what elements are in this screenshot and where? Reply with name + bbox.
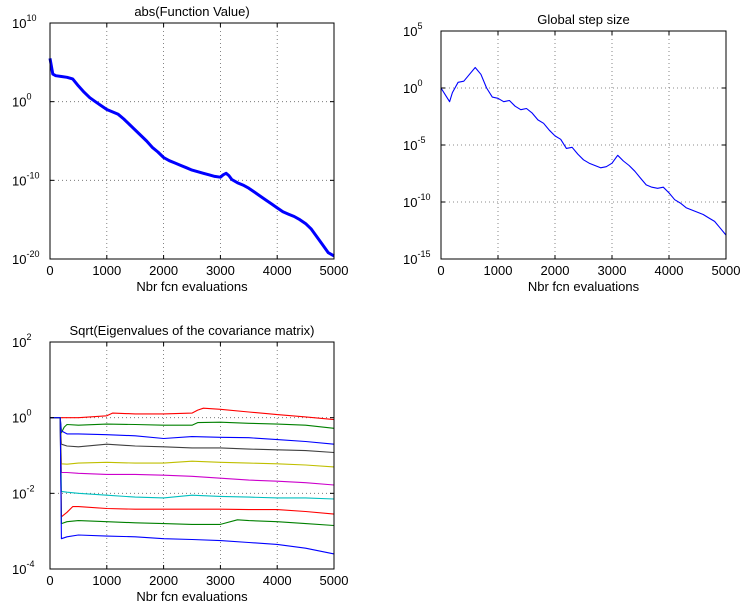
series-line-2 (50, 417, 335, 434)
x-axis-label: Nbr fcn evaluations (136, 589, 248, 604)
series-line-6 (50, 417, 335, 486)
plot-frame (49, 22, 335, 260)
series-lines (48, 58, 335, 258)
chart-title: abs(Function Value) (134, 4, 249, 19)
y-tick-label: 105 (403, 21, 422, 39)
plot-frame (440, 30, 727, 260)
y-tick-label: 10-5 (403, 135, 425, 153)
y-tick-label: 100 (12, 408, 31, 426)
x-tick-label: 1000 (92, 573, 121, 588)
y-tick-label: 10-4 (12, 559, 34, 577)
x-tick-label: 0 (46, 263, 53, 278)
x-tick-label: 4000 (263, 263, 292, 278)
series-line-9 (50, 417, 335, 527)
x-tick-label: 3000 (206, 573, 235, 588)
series-line-10 (50, 417, 335, 555)
x-tick-label: 5000 (320, 573, 349, 588)
x-tick-label: 3000 (598, 263, 627, 278)
y-tick-label: 10-2 (12, 483, 34, 501)
series-line-7 (50, 417, 335, 500)
y-tick-label: 102 (12, 332, 31, 350)
series-line-1 (50, 407, 335, 421)
chart-panel-1: 0 1000 2000 3000 4000 5000 10-20 10-10 100 1010 ab… (12, 4, 348, 294)
series-line-1 (440, 66, 727, 236)
x-tick-label: 4000 (263, 573, 292, 588)
x-tick-label: 2000 (149, 263, 178, 278)
chart-panel-3: 0 1000 2000 3000 4000 5000 10-4 10-2 100 102 Sqrt(… (12, 323, 348, 604)
x-tick-label: 1000 (92, 263, 121, 278)
chart-title: Sqrt(Eigenvalues of the covariance matri… (70, 323, 315, 338)
series-lines (440, 66, 727, 236)
x-tick-label: 5000 (712, 263, 741, 278)
series-line-8 (50, 417, 335, 518)
y-tick-label: 10-10 (403, 192, 430, 210)
series-line-1 (48, 58, 335, 258)
x-tick-label: 0 (437, 263, 444, 278)
x-axis-label: Nbr fcn evaluations (528, 279, 640, 294)
y-tick-label: 1010 (12, 13, 36, 31)
series-line-5 (50, 417, 335, 468)
x-tick-label: 5000 (320, 263, 349, 278)
chart-panel-2: 0 1000 2000 3000 4000 5000 10-15 10-10 10-5 100 10… (403, 12, 740, 294)
x-tick-label: 3000 (206, 263, 235, 278)
x-tick-label: 4000 (655, 263, 684, 278)
series-line-3 (50, 417, 335, 445)
y-tick-label: 10-15 (403, 249, 430, 267)
series-line-4 (50, 417, 335, 454)
y-tick-label: 10-10 (12, 170, 39, 188)
x-tick-label: 2000 (541, 263, 570, 278)
y-tick-label: 100 (403, 78, 422, 96)
y-tick-label: 100 (12, 92, 31, 110)
x-tick-label: 0 (46, 573, 53, 588)
x-axis-label: Nbr fcn evaluations (136, 279, 248, 294)
y-tick-label: 10-20 (12, 249, 39, 267)
chart-title: Global step size (537, 12, 630, 27)
x-tick-label: 1000 (484, 263, 513, 278)
x-tick-label: 2000 (149, 573, 178, 588)
plot-frame (49, 341, 335, 570)
series-lines (50, 407, 335, 555)
